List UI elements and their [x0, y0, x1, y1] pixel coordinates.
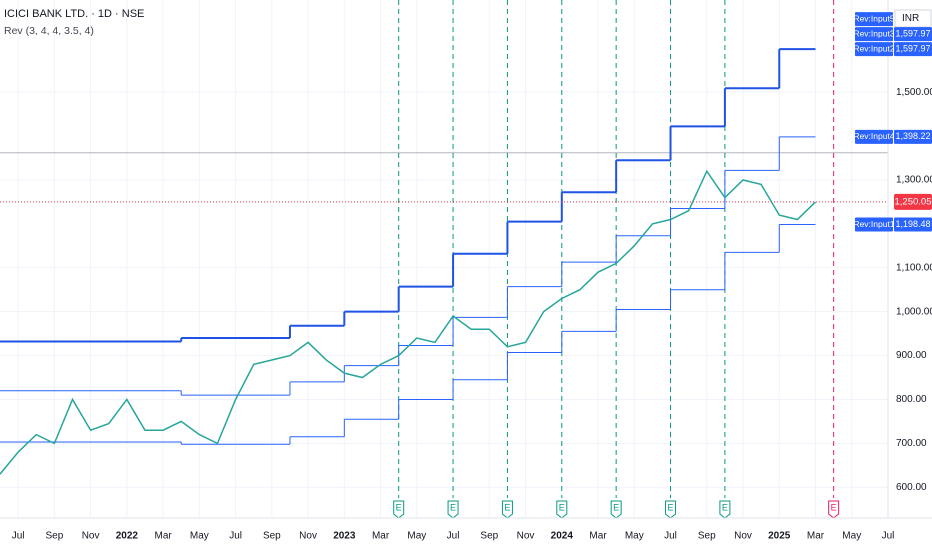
event-marker	[501, 500, 513, 519]
x-tick-label: Jul	[229, 531, 242, 542]
value-tag	[894, 129, 932, 144]
x-tick-label: Nov	[734, 531, 752, 542]
event-marker	[556, 500, 568, 519]
x-tick-label: Jul	[664, 531, 677, 542]
price-line	[0, 169, 817, 475]
x-tick-label: Sep	[698, 531, 716, 542]
grid	[0, 0, 889, 518]
series-tag	[855, 42, 893, 57]
series-tag-name: Rev:Input3	[853, 28, 894, 38]
x-tick-label: Mar	[154, 531, 172, 542]
y-tick-label: 600.00	[896, 482, 927, 493]
y-tick-label: 1,300.00	[896, 175, 932, 186]
x-tick-label: Mar	[589, 531, 607, 542]
event-marker	[828, 500, 840, 519]
x-tick-label: Nov	[82, 531, 100, 542]
value-tag	[894, 42, 932, 57]
event-marker	[665, 500, 677, 519]
event-marker	[610, 500, 622, 519]
event-marker	[447, 500, 459, 519]
x-tick-label: 2025	[768, 531, 791, 542]
x-tick-label: Sep	[45, 531, 63, 542]
event-label: E	[613, 502, 619, 512]
x-tick-label: Jul	[447, 531, 460, 542]
series-tag	[855, 27, 893, 42]
value-tag-label: 1,597.97	[895, 29, 930, 39]
event-label: E	[396, 502, 402, 512]
x-tick-label: 2022	[116, 531, 139, 542]
y-tick-label: 1,500.00	[896, 87, 932, 98]
x-tick-label: May	[625, 531, 644, 542]
x-tick-label: May	[842, 531, 861, 542]
event-label: E	[668, 502, 674, 512]
series-tag-name: Rev:Input4	[853, 131, 894, 141]
x-tick-label: Mar	[372, 531, 390, 542]
series-tag-name: Rev:Input1	[853, 219, 894, 229]
x-tick-label: Nov	[517, 531, 535, 542]
event-label: E	[504, 502, 510, 512]
series-tag-name: Rev:Input5	[853, 13, 894, 23]
x-tick-label: Jul	[12, 531, 25, 542]
y-tick-label: 800.00	[896, 394, 927, 405]
x-tick-label: Sep	[480, 531, 498, 542]
value-tag-label: 1,198.48	[895, 219, 930, 229]
last-price-tag	[894, 193, 932, 210]
value-tag	[894, 27, 932, 42]
x-tick-label: May	[407, 531, 426, 542]
event-label: E	[559, 502, 565, 512]
x-tick-label: Mar	[807, 531, 825, 542]
y-tick-label: 700.00	[896, 438, 927, 449]
currency: INR	[902, 13, 919, 24]
y-tick-label: 900.00	[896, 350, 927, 361]
event-marker	[393, 500, 405, 519]
value-tag-label: 1,597.97	[895, 44, 930, 54]
x-tick-label: May	[190, 531, 209, 542]
series-tag	[855, 129, 893, 144]
y-tick-label: 1,000.00	[896, 306, 932, 317]
series-tag-name: Rev:Input2	[853, 43, 894, 53]
y-tick-label: 1,100.00	[896, 262, 932, 273]
event-label: E	[831, 502, 837, 512]
x-tick-label: Jul	[882, 531, 895, 542]
last-price-label: 1,250.05	[895, 196, 932, 207]
event-label: E	[450, 502, 456, 512]
event-marker	[719, 500, 731, 519]
chart-title: ICICI BANK LTD. · 1D · NSE	[4, 8, 144, 20]
x-tick-label: 2024	[551, 531, 574, 542]
currency-box	[894, 9, 932, 28]
event-label: E	[722, 502, 728, 512]
x-tick-label: 2023	[333, 531, 356, 542]
series-tag	[855, 217, 893, 232]
value-tag-label: 1,398.22	[895, 131, 930, 141]
x-tick-label: Nov	[299, 531, 317, 542]
series-tag	[855, 12, 893, 27]
x-tick-label: Sep	[263, 531, 281, 542]
value-tag	[894, 217, 932, 232]
indicator-label: Rev (3, 4, 4, 3.5, 4)	[4, 25, 94, 37]
